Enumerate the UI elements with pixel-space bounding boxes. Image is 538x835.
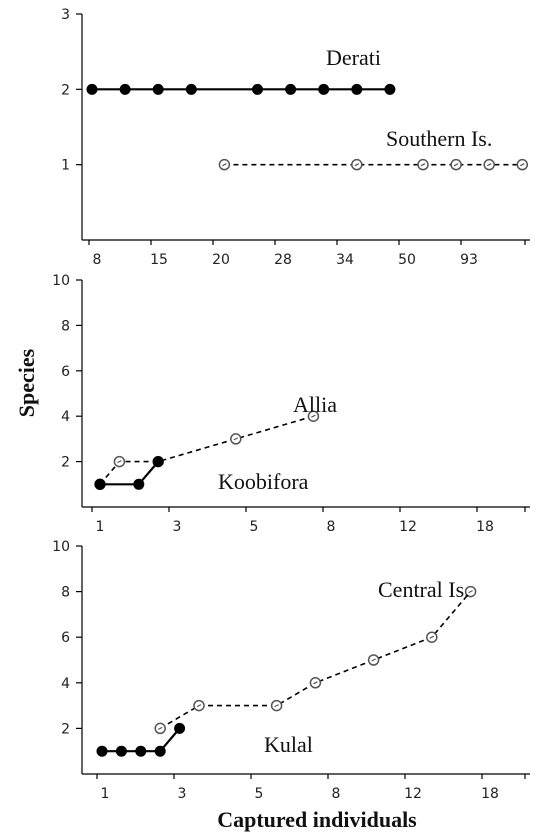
y-tick-label: 6 (61, 364, 70, 380)
y-tick-label: 2 (61, 721, 70, 737)
data-point-filled (351, 83, 363, 95)
data-point-filled (252, 83, 263, 95)
data-point-open-mark (222, 163, 227, 167)
data-point-filled (115, 745, 127, 757)
data-point-filled (185, 83, 197, 95)
data-point-open-mark (117, 460, 122, 464)
data-point-open-mark (420, 163, 426, 167)
x-tick-label: 8 (93, 252, 102, 268)
series-line-koobifora (100, 460, 160, 486)
series-label-kulal: Kulal (264, 732, 313, 757)
y-tick-label: 1 (61, 158, 70, 174)
panel-allia-koobifora: 2 4 6 8 10 1 3 5 8 12 18 Allia Koobifora (52, 273, 530, 535)
x-tick-label: 12 (404, 786, 422, 802)
y-tick-label: 8 (61, 585, 70, 601)
y-tick-label: 6 (61, 630, 70, 646)
y-ticks: 1 2 3 (61, 7, 82, 174)
series-line-central-is (159, 591, 472, 730)
data-point-filled (96, 745, 108, 757)
series-label-southern: Southern Is. (386, 126, 492, 151)
y-axis-title: Species (14, 348, 39, 417)
x-tick-label: 15 (150, 252, 168, 268)
x-tick-label: 8 (327, 519, 336, 535)
data-point-filled (119, 83, 131, 95)
x-tick-label: 3 (178, 786, 187, 802)
data-point-filled (152, 456, 164, 468)
x-tick-label: 20 (212, 252, 230, 268)
series-marks (94, 410, 320, 491)
series-marks (96, 585, 477, 757)
data-point-open-mark (311, 414, 316, 418)
x-tick-label: 5 (255, 786, 264, 802)
data-point-filled (133, 478, 145, 490)
y-tick-label: 10 (52, 273, 70, 289)
data-point-open-mark (468, 590, 473, 594)
data-point-open-mark (233, 437, 239, 441)
series-label-central: Central Is. (378, 577, 470, 602)
data-point-filled (318, 83, 330, 95)
x-tick-label: 1 (96, 519, 105, 535)
data-point-open-mark (486, 163, 492, 167)
data-point-open-mark (157, 726, 163, 730)
data-point-open-mark (196, 704, 202, 708)
data-point-open-mark (371, 658, 376, 662)
data-point-open-mark (274, 704, 279, 708)
panel-derati-southern: 1 2 3 8 15 20 28 34 50 93 Derati Southern Is. (61, 7, 530, 268)
y-tick-label: 3 (61, 7, 70, 23)
data-point-filled (384, 83, 396, 95)
y-tick-label: 4 (61, 409, 70, 425)
x-axis-title: Captured individuals (217, 807, 417, 832)
series-label-allia: Allia (293, 392, 337, 417)
x-tick-label: 12 (399, 519, 417, 535)
y-ticks: 2 4 6 8 10 (52, 539, 82, 737)
y-tick-label: 10 (52, 539, 70, 555)
y-tick-label: 4 (61, 676, 70, 692)
x-tick-label: 8 (332, 786, 341, 802)
x-ticks: 8 15 20 28 34 50 93 (88, 240, 526, 268)
data-point-filled (174, 722, 186, 734)
x-ticks: 1 3 5 8 12 18 (96, 774, 526, 802)
y-ticks: 2 4 6 8 10 (52, 273, 82, 471)
data-point-filled (135, 745, 147, 757)
y-tick-label: 8 (61, 318, 70, 334)
data-point-filled (94, 478, 106, 490)
data-point-open-mark (313, 681, 318, 685)
data-point-filled (285, 83, 297, 95)
x-tick-label: 93 (460, 252, 478, 268)
series-label-derati: Derati (326, 45, 381, 70)
panel-central-kulal: 2 4 6 8 10 1 3 5 8 12 18 Central Is. Kulal (52, 539, 530, 802)
series-marks (86, 83, 529, 171)
series-label-koobifora: Koobifora (218, 469, 309, 494)
data-point-open-mark (520, 163, 525, 167)
x-tick-label: 5 (250, 519, 259, 535)
x-tick-label: 28 (274, 252, 292, 268)
x-ticks: 1 3 5 8 12 18 (91, 507, 526, 535)
x-tick-label: 18 (476, 519, 494, 535)
x-tick-label: 50 (398, 252, 416, 268)
y-tick-label: 2 (61, 82, 70, 98)
data-point-open-mark (429, 635, 435, 639)
x-tick-label: 3 (173, 519, 182, 535)
series-line-allia (99, 415, 314, 485)
x-tick-label: 18 (481, 786, 499, 802)
data-point-filled (152, 83, 164, 95)
data-point-open-mark (453, 163, 459, 167)
data-point-filled (86, 83, 98, 95)
data-point-filled (154, 745, 166, 757)
y-tick-label: 2 (61, 455, 70, 471)
x-tick-label: 34 (336, 252, 354, 268)
data-point-open-mark (354, 163, 360, 167)
x-tick-label: 1 (101, 786, 110, 802)
